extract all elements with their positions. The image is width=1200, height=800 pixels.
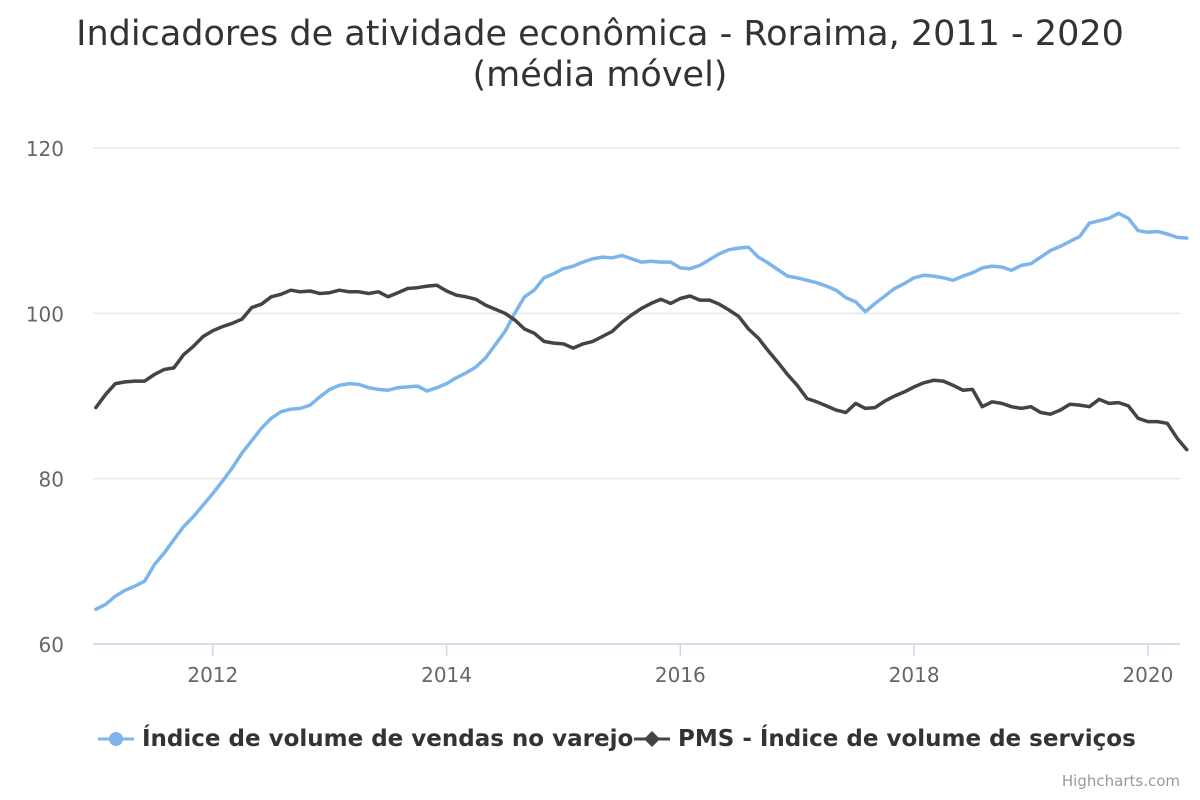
x-tick-label-2012: 2012 — [187, 663, 238, 687]
y-tick-label-80: 80 — [39, 468, 64, 492]
x-tick-label-2018: 2018 — [889, 663, 940, 687]
chart-title: Indicadores de atividade econômica - Ror… — [0, 14, 1200, 96]
legend-item-varejo[interactable]: Índice de volume de vendas no varejo — [98, 722, 633, 756]
chart-subtitle: (média móvel) — [472, 55, 728, 95]
x-tick-label-2020: 2020 — [1122, 663, 1173, 687]
legend-label-varejo: Índice de volume de vendas no varejo — [142, 726, 634, 752]
circle-icon — [98, 732, 134, 746]
series-line-varejo — [94, 211, 1189, 612]
x-tick-label-2016: 2016 — [655, 663, 706, 687]
y-tick-label-100: 100 — [26, 302, 64, 326]
legend-label-pms: PMS - Índice de volume de serviços — [678, 726, 1136, 752]
y-tick-label-120: 120 — [26, 137, 64, 161]
credits-link[interactable]: Highcharts.com — [1061, 772, 1180, 790]
diamond-icon — [634, 731, 670, 747]
legend-item-pms[interactable]: PMS - Índice de volume de serviços — [634, 722, 1136, 756]
x-tick-label-2014: 2014 — [421, 663, 472, 687]
chart-title-line1: Indicadores de atividade econômica - Ror… — [76, 14, 1124, 54]
series-line-pms — [94, 283, 1189, 452]
y-tick-label-60: 60 — [39, 633, 64, 657]
